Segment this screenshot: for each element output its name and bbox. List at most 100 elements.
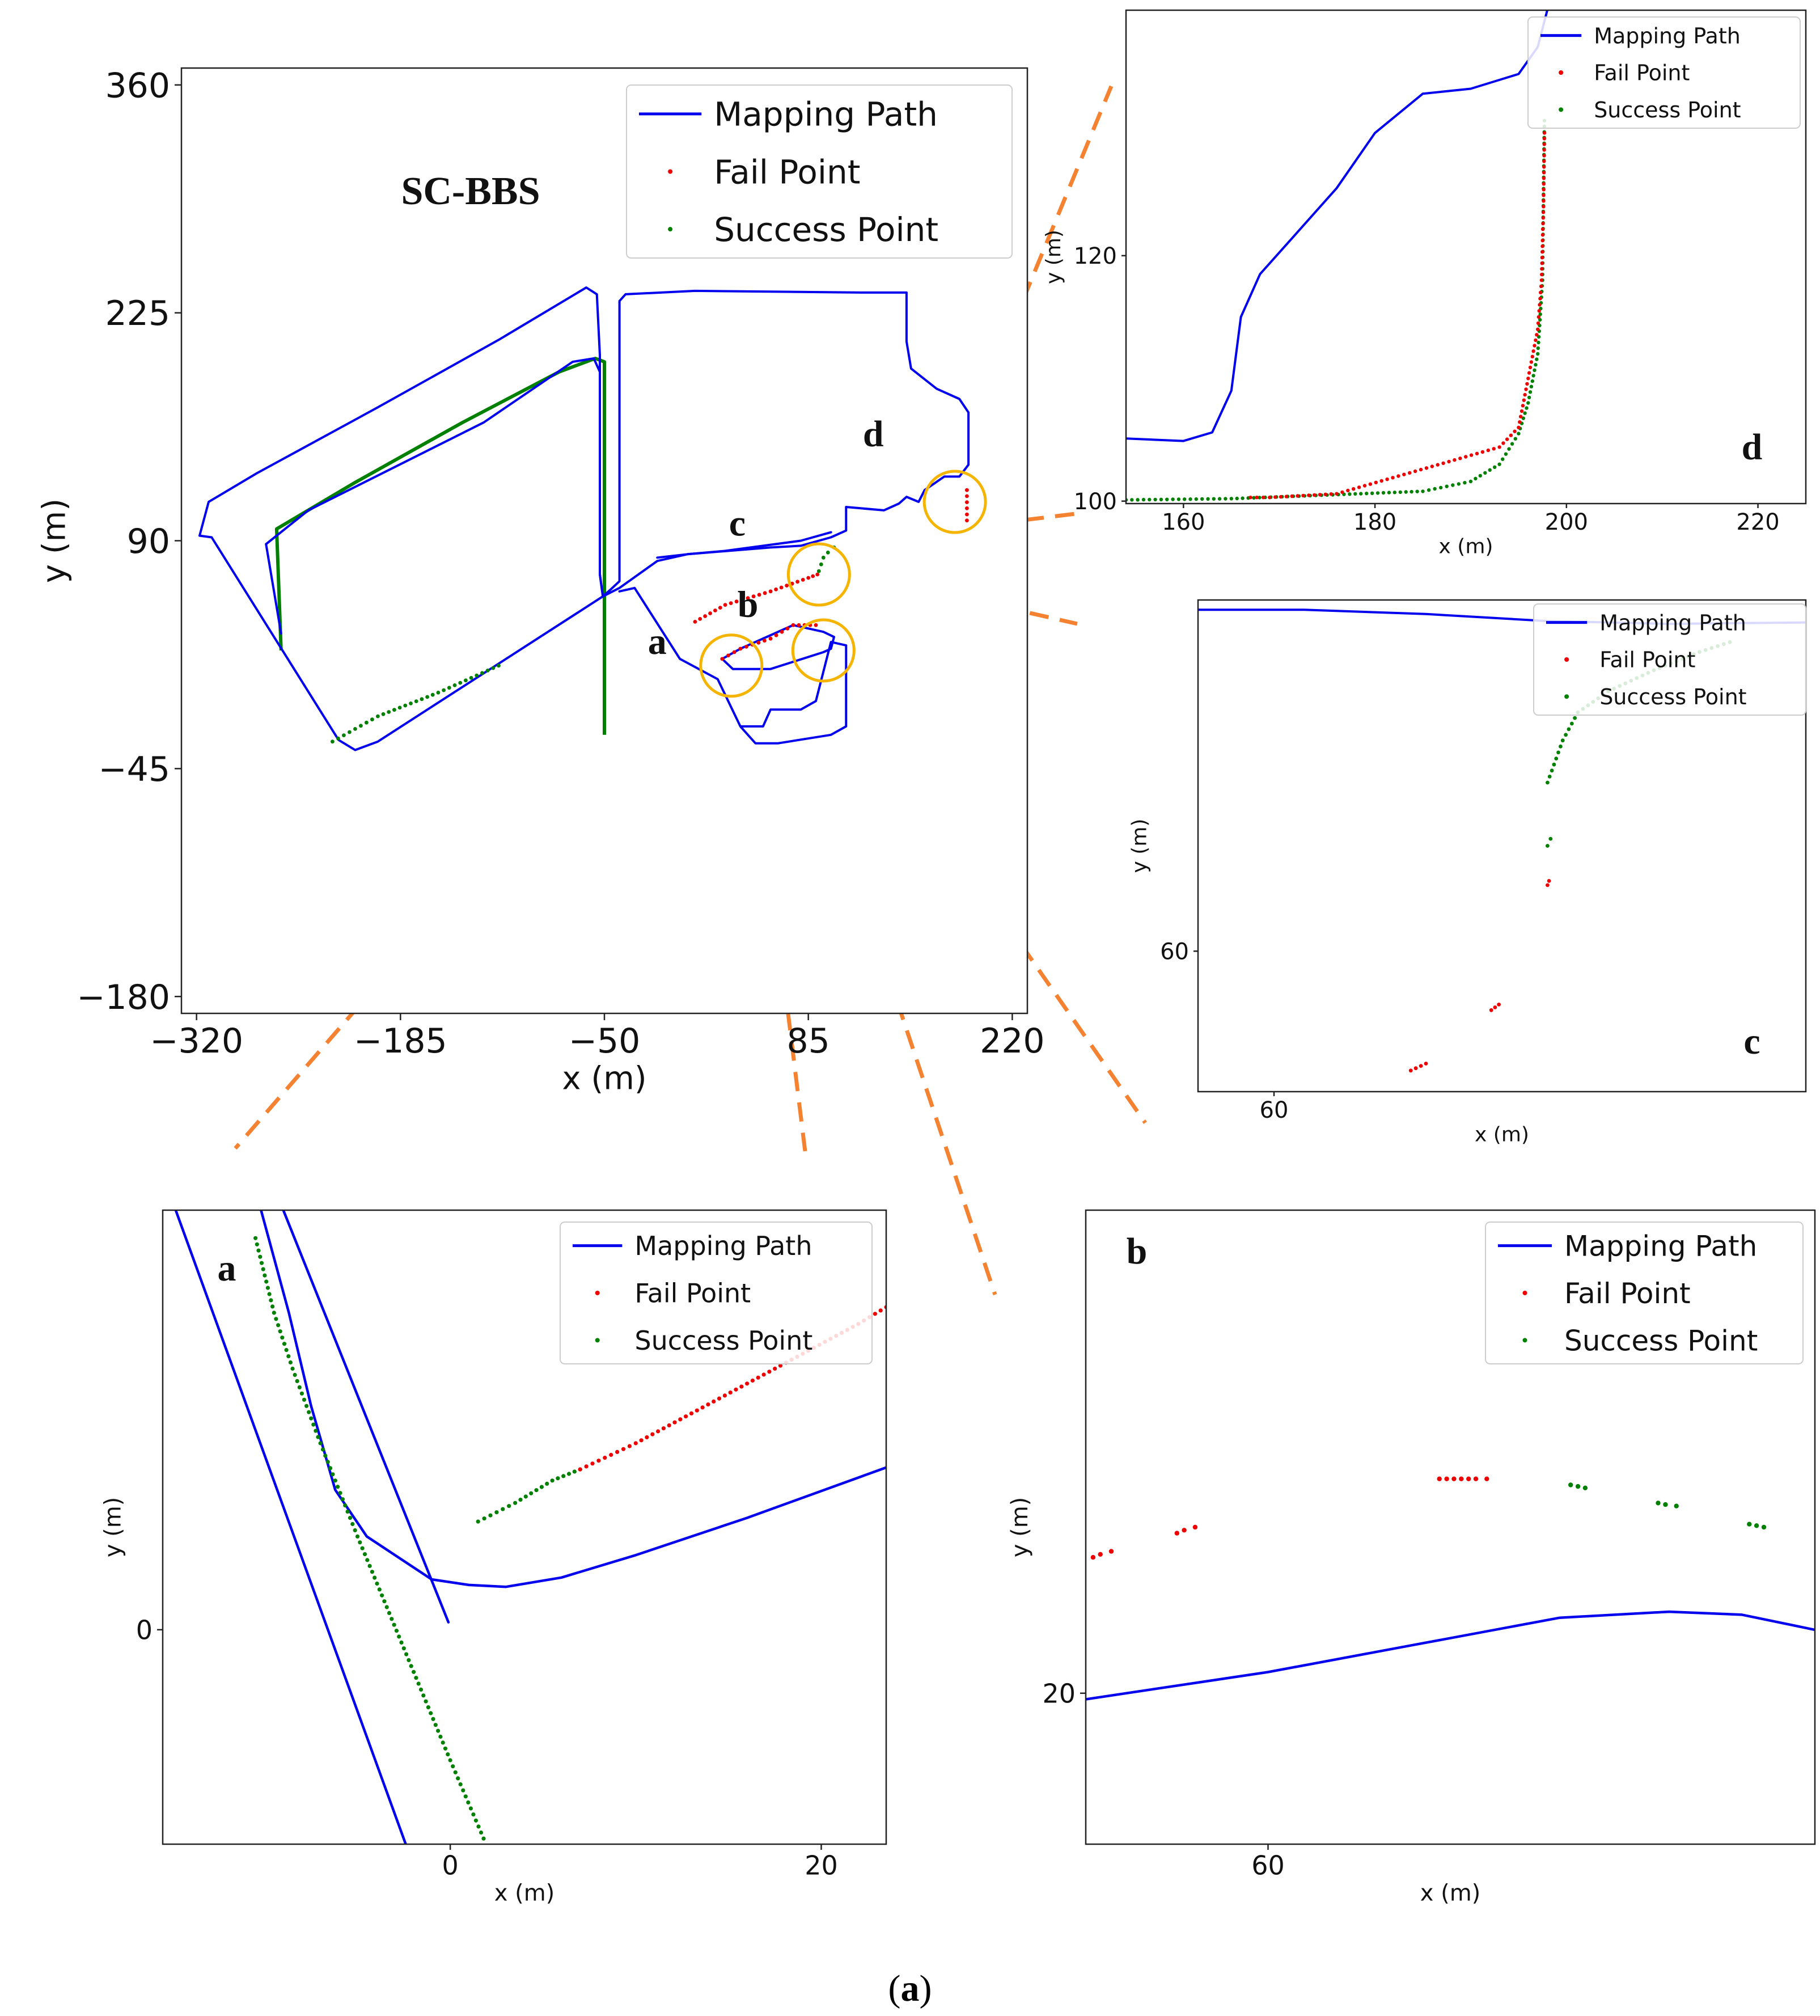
success-point	[325, 1460, 330, 1464]
success-point	[409, 701, 413, 705]
series-layer-a	[174, 1210, 886, 1844]
fail-point	[684, 1414, 688, 1419]
success-point	[469, 676, 473, 680]
success-point	[1528, 390, 1533, 394]
fail-point	[1489, 1008, 1493, 1012]
fail-point	[1523, 392, 1527, 397]
success-point	[387, 1611, 392, 1615]
legend-label: Success Point	[1564, 1324, 1758, 1357]
success-point	[429, 1711, 433, 1715]
success-point	[258, 1254, 263, 1259]
y-axis-label-d: y (m)	[1042, 230, 1065, 284]
fail-point	[1391, 476, 1395, 480]
panel-label-d: d	[1742, 426, 1763, 468]
region-marker-c: c	[729, 503, 746, 544]
fail-point	[590, 1461, 595, 1466]
success-point	[416, 1681, 421, 1686]
zoom-connector-d	[963, 511, 1081, 530]
fail-point	[1396, 474, 1400, 478]
success-point	[518, 1498, 523, 1502]
fail-point	[1307, 493, 1311, 497]
success-point	[253, 1236, 258, 1240]
success-point	[1560, 738, 1565, 743]
fail-point	[1538, 297, 1542, 301]
legend-label: Mapping Path	[634, 1231, 812, 1261]
success-point	[1176, 497, 1181, 501]
fail-point	[667, 1423, 671, 1428]
success-point	[323, 1453, 328, 1458]
success-point	[348, 730, 352, 734]
fail-point	[767, 1370, 772, 1374]
success-point	[545, 1481, 549, 1486]
fail-point	[773, 1366, 777, 1371]
fail-point	[1540, 239, 1544, 243]
success-point	[1556, 750, 1560, 755]
fail-point	[1335, 492, 1339, 496]
y-axis-label-main: y (m)	[36, 498, 73, 583]
fail-point	[1542, 131, 1547, 135]
series-fail-points-2	[1248, 131, 1547, 500]
success-point	[360, 1546, 365, 1550]
panel-label-b: b	[1127, 1231, 1148, 1272]
fail-point	[763, 639, 767, 643]
success-point	[412, 1670, 416, 1674]
fail-point	[717, 1396, 722, 1401]
series-mapping-path-0	[1126, 10, 1548, 442]
fail-point	[1444, 1476, 1449, 1481]
legend-c: Mapping Path Fail Point Success Point	[1533, 603, 1806, 716]
fail-point	[713, 608, 717, 612]
zoom-circle-d	[922, 470, 987, 534]
series-success-points-10	[331, 663, 501, 744]
fail-point	[750, 1378, 755, 1383]
series-mapping-path-2	[282, 1210, 450, 1624]
success-point	[1559, 744, 1563, 749]
success-point	[1433, 487, 1437, 491]
fail-point	[1255, 496, 1259, 500]
fail-point	[1542, 205, 1546, 209]
success-point	[507, 1504, 511, 1508]
fail-point	[1497, 1003, 1501, 1007]
legend-label: Success Point	[1599, 684, 1746, 709]
fail-point	[1437, 1476, 1442, 1481]
success-point	[1370, 491, 1374, 495]
success-point	[345, 1510, 350, 1514]
success-point	[375, 1581, 379, 1586]
fail-point	[738, 646, 743, 651]
legend-main: Mapping Path Fail Point Success Point	[626, 84, 1013, 259]
fail-point	[774, 588, 778, 591]
fail-point	[806, 576, 811, 580]
series-mapping-path-5	[721, 624, 835, 670]
legend-label: Fail Point	[634, 1278, 751, 1309]
x-tick-label-c: 60	[1260, 1097, 1289, 1123]
fail-point	[1540, 250, 1544, 254]
success-point	[297, 1385, 302, 1389]
fail-point	[1261, 496, 1265, 500]
fail-point	[1542, 182, 1546, 186]
success-point	[1474, 476, 1478, 481]
fail-point	[1419, 467, 1423, 472]
success-point	[264, 1279, 269, 1284]
success-point	[468, 1806, 473, 1811]
success-point	[380, 1593, 384, 1597]
region-marker-a: a	[648, 621, 667, 662]
success-point	[1148, 497, 1152, 502]
zoom-circle-a	[699, 633, 764, 698]
fail-point	[1374, 480, 1378, 484]
fail-point	[633, 1441, 638, 1446]
success-point	[448, 1758, 452, 1763]
fail-point	[1362, 484, 1367, 488]
plot-frame-b	[1085, 1209, 1816, 1845]
inset-plot-c: 60 60 x (m) y (m) Mapping Path Fail Point Succ…	[1128, 599, 1807, 1146]
fail-point	[703, 614, 707, 618]
success-point	[529, 1491, 534, 1495]
fail-point	[1408, 471, 1412, 475]
success-point	[1674, 1503, 1679, 1508]
success-point	[481, 1836, 486, 1841]
fail-point	[1413, 1066, 1418, 1071]
success-point	[1547, 775, 1552, 779]
success-point	[438, 1734, 443, 1739]
success-point	[420, 697, 424, 701]
y-tick-label-main: −180	[77, 978, 170, 1017]
success-point	[261, 1267, 265, 1271]
fail-point	[878, 1308, 883, 1313]
